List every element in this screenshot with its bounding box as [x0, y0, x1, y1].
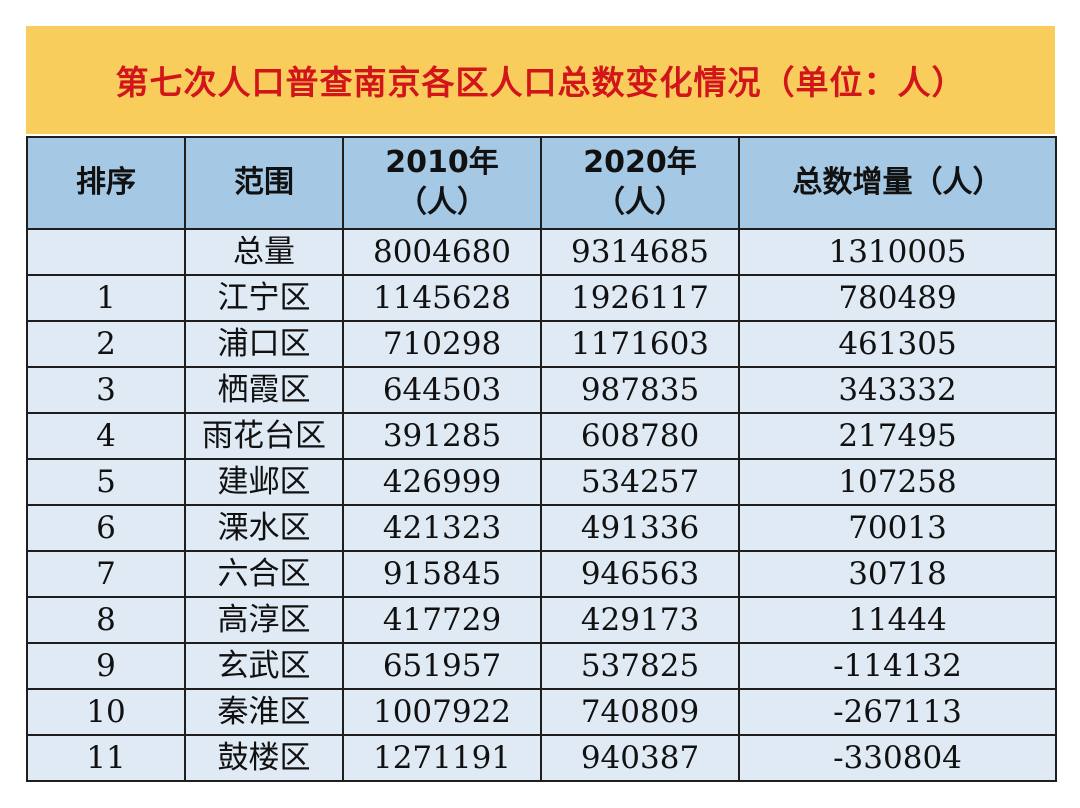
header-2010: 2010年 （人）	[342, 136, 542, 230]
pop-2010-cell: 421323	[342, 504, 542, 552]
district-cell: 六合区	[184, 550, 344, 598]
rank-cell: 9	[26, 642, 186, 690]
pop-2020-cell: 946563	[540, 550, 740, 598]
district-cell: 雨花台区	[184, 412, 344, 460]
pop-2010-cell: 1007922	[342, 688, 542, 736]
district-cell: 江宁区	[184, 274, 344, 322]
pop-2010-cell: 710298	[342, 320, 542, 368]
pop-2020-cell: 537825	[540, 642, 740, 690]
district-cell: 玄武区	[184, 642, 344, 690]
increase-cell: 217495	[738, 412, 1057, 460]
increase-cell: 30718	[738, 550, 1057, 598]
table-row: 4 雨花台区 391285 608780 217495	[26, 412, 1057, 460]
header-increase: 总数增量（人）	[738, 136, 1057, 230]
header-rank: 排序	[26, 136, 186, 230]
table-row: 6 溧水区 421323 491336 70013	[26, 504, 1057, 552]
district-cell: 秦淮区	[184, 688, 344, 736]
pop-2020-cell: 940387	[540, 734, 740, 782]
increase-cell: 11444	[738, 596, 1057, 644]
header-2020-year: 2020年	[583, 145, 697, 180]
rank-cell: 8	[26, 596, 186, 644]
rank-cell: 1	[26, 274, 186, 322]
district-cell: 建邺区	[184, 458, 344, 506]
title-banner: 第七次人口普查南京各区人口总数变化情况（单位：人）	[26, 26, 1055, 134]
pop-2010-cell: 391285	[342, 412, 542, 460]
district-cell: 溧水区	[184, 504, 344, 552]
table-header-row: 排序 范围 2010年 （人） 2020年 （人） 总数增量（人）	[26, 136, 1057, 230]
page-title: 第七次人口普查南京各区人口总数变化情况（单位：人）	[115, 63, 966, 102]
header-2010-unit: （人）	[397, 185, 487, 220]
pop-2010-cell: 1271191	[342, 734, 542, 782]
rank-cell: 2	[26, 320, 186, 368]
district-cell: 栖霞区	[184, 366, 344, 414]
rank-cell: 10	[26, 688, 186, 736]
district-cell: 浦口区	[184, 320, 344, 368]
pop-2010-cell: 1145628	[342, 274, 542, 322]
table-row: 1 江宁区 1145628 1926117 780489	[26, 274, 1057, 322]
rank-cell: 5	[26, 458, 186, 506]
table-row: 7 六合区 915845 946563 30718	[26, 550, 1057, 598]
population-table: 排序 范围 2010年 （人） 2020年 （人） 总数增量（人） 总量 800…	[26, 136, 1057, 782]
total-scope-cell: 总量	[184, 228, 344, 276]
header-2020-unit: （人）	[595, 185, 685, 220]
pop-2020-cell: 608780	[540, 412, 740, 460]
table-row: 11 鼓楼区 1271191 940387 -330804	[26, 734, 1057, 782]
increase-cell: 107258	[738, 458, 1057, 506]
table-row: 8 高淳区 417729 429173 11444	[26, 596, 1057, 644]
increase-cell: 780489	[738, 274, 1057, 322]
table-row: 3 栖霞区 644503 987835 343332	[26, 366, 1057, 414]
pop-2010-cell: 417729	[342, 596, 542, 644]
pop-2020-cell: 491336	[540, 504, 740, 552]
pop-2020-cell: 1926117	[540, 274, 740, 322]
table-row: 9 玄武区 651957 537825 -114132	[26, 642, 1057, 690]
total-increase-cell: 1310005	[738, 228, 1057, 276]
table-row: 10 秦淮区 1007922 740809 -267113	[26, 688, 1057, 736]
district-cell: 高淳区	[184, 596, 344, 644]
increase-cell: -330804	[738, 734, 1057, 782]
pop-2010-cell: 915845	[342, 550, 542, 598]
header-scope: 范围	[184, 136, 344, 230]
pop-2020-cell: 987835	[540, 366, 740, 414]
increase-cell: -267113	[738, 688, 1057, 736]
header-2010-year: 2010年	[385, 145, 499, 180]
increase-cell: 461305	[738, 320, 1057, 368]
table-row: 5 建邺区 426999 534257 107258	[26, 458, 1057, 506]
pop-2020-cell: 429173	[540, 596, 740, 644]
increase-cell: 70013	[738, 504, 1057, 552]
total-row: 总量 8004680 9314685 1310005	[26, 228, 1057, 276]
rank-cell: 4	[26, 412, 186, 460]
pop-2010-cell: 644503	[342, 366, 542, 414]
pop-2010-cell: 651957	[342, 642, 542, 690]
total-2010-cell: 8004680	[342, 228, 542, 276]
pop-2020-cell: 1171603	[540, 320, 740, 368]
rank-cell: 7	[26, 550, 186, 598]
increase-cell: -114132	[738, 642, 1057, 690]
pop-2020-cell: 740809	[540, 688, 740, 736]
rank-cell: 6	[26, 504, 186, 552]
increase-cell: 343332	[738, 366, 1057, 414]
pop-2020-cell: 534257	[540, 458, 740, 506]
pop-2010-cell: 426999	[342, 458, 542, 506]
total-2020-cell: 9314685	[540, 228, 740, 276]
rank-cell: 3	[26, 366, 186, 414]
district-cell: 鼓楼区	[184, 734, 344, 782]
header-2020: 2020年 （人）	[540, 136, 740, 230]
total-rank-cell	[26, 228, 186, 276]
rank-cell: 11	[26, 734, 186, 782]
table-row: 2 浦口区 710298 1171603 461305	[26, 320, 1057, 368]
